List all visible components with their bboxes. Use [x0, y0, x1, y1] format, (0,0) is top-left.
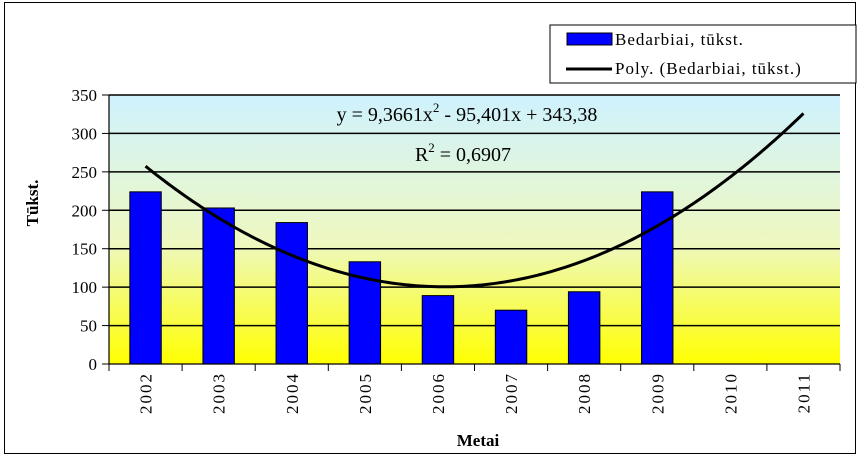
bar-2009: [641, 191, 674, 365]
x-tick-label: 2008: [575, 372, 594, 414]
bar-2004: [275, 222, 308, 365]
x-tick-label: 2009: [648, 372, 667, 414]
trendline-equation: y = 9,3661x2 - 95,401x + 343,38: [337, 100, 598, 126]
axes: [102, 94, 841, 371]
x-tick-label: 2004: [283, 372, 302, 414]
y-tick-label: 100: [72, 278, 98, 297]
legend: Bedarbiai, tūkst. Poly. (Bedarbiai, tūks…: [549, 24, 857, 84]
r-squared-label: R2 = 0,6907: [415, 140, 511, 166]
x-tick-label: 2010: [721, 372, 740, 414]
y-tick-label: 200: [72, 201, 98, 220]
y-tick-labels: 0 50 100 150 200 250 300 350: [72, 86, 98, 374]
y-tick-label: 300: [72, 124, 98, 143]
x-tick-label: 2003: [210, 372, 229, 414]
y-tick-label: 250: [72, 163, 98, 182]
x-tick-label: 2006: [429, 372, 448, 414]
trendline: [144, 112, 805, 289]
legend-bar-label: Bedarbiai, tūkst.: [615, 30, 744, 49]
x-tick-labels: 2002 2003 2004 2005 2006 2007 2008 2009 2010 2011: [137, 372, 814, 414]
bar-2006: [421, 295, 455, 365]
y-tick-label: 0: [89, 355, 98, 374]
bar-2007: [494, 309, 528, 365]
bar-2002: [129, 191, 162, 365]
y-tick-label: 150: [72, 240, 98, 259]
x-tick-label: 2007: [502, 372, 521, 414]
x-tick-label: 2011: [794, 372, 813, 413]
x-tick-label: 2005: [356, 372, 375, 414]
y-tick-label: 350: [72, 86, 98, 105]
y-tick-label: 50: [80, 317, 97, 336]
x-axis-title: Metai: [457, 431, 500, 450]
x-tick-label: 2002: [137, 372, 156, 414]
legend-trend-label: Poly. (Bedarbiai, tūkst.): [615, 59, 802, 78]
legend-bar-swatch: [566, 32, 613, 46]
y-axis-title: Tūkst.: [23, 180, 42, 227]
bar-2008: [567, 291, 601, 365]
bar-2003: [202, 207, 235, 365]
